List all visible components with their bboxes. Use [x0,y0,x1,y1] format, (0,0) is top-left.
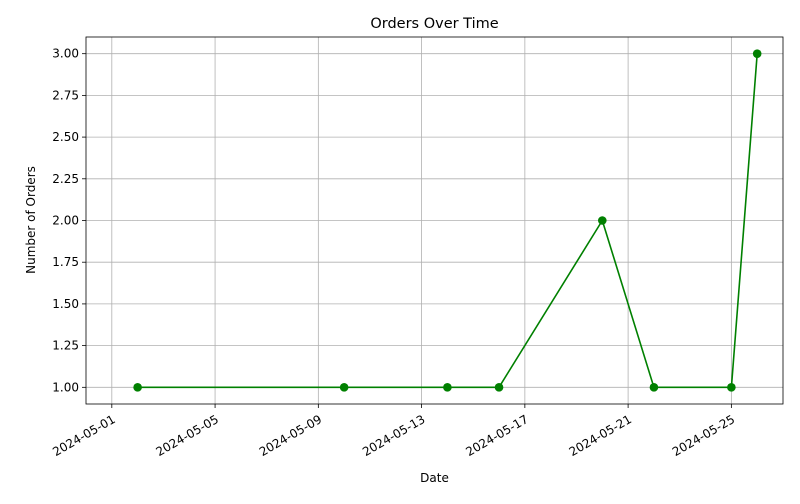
y-tick-label: 1.50 [52,297,79,311]
y-tick-label: 2.00 [52,214,79,228]
data-point [597,216,607,225]
data-point [752,49,762,58]
plot-area-frame [85,36,784,405]
data-point [443,383,452,392]
axes-layer: 2024-05-01 2024-05-05 2024-05-09 2024-05-13… [50,36,784,459]
x-axis-label: Date [420,471,449,485]
x-tick-label: 2024-05-05 [154,412,221,459]
x-tick-label: 2024-05-17 [463,412,530,459]
y-tick-label: 2.25 [52,172,79,186]
grid-layer [86,37,783,404]
series-line [137,53,758,389]
series-layer [133,49,762,392]
data-point [649,383,659,392]
x-tick-label: 2024-05-25 [670,412,737,459]
chart-title: Orders Over Time [370,16,498,32]
x-tick-label: 2024-05-09 [257,412,324,459]
data-point [494,383,504,392]
y-tick-label: 1.00 [52,380,79,394]
y-tick-label: 2.75 [52,88,79,102]
x-tick-label: 2024-05-13 [360,412,427,459]
y-tick-label: 3.00 [52,47,79,61]
x-tick-label: 2024-05-21 [567,412,634,459]
y-tick-label: 1.25 [52,339,79,353]
data-point [727,383,736,392]
y-tick-label: 2.50 [52,130,79,144]
data-point [133,383,142,392]
data-point [339,383,349,392]
y-tick-label: 1.75 [52,255,79,269]
x-tick-label: 2024-05-01 [50,412,117,459]
y-axis-label: Number of Orders [24,166,38,274]
